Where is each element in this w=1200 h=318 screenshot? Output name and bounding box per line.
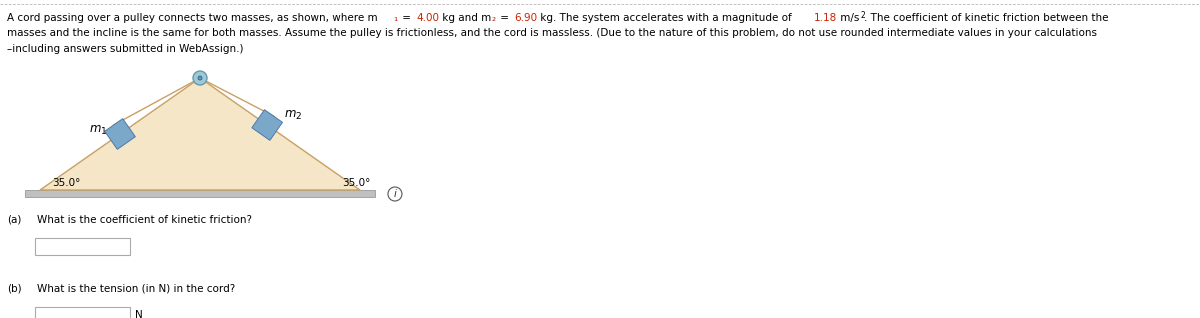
Text: m: m (90, 122, 102, 135)
Text: 35.0°: 35.0° (342, 178, 371, 188)
Text: What is the coefficient of kinetic friction?: What is the coefficient of kinetic frict… (37, 215, 252, 225)
Text: =: = (497, 13, 512, 23)
Text: 2: 2 (860, 11, 865, 20)
Text: 4.00: 4.00 (416, 13, 439, 23)
Text: 1: 1 (101, 128, 107, 136)
Bar (35, 307, 130, 318)
Text: . The coefficient of kinetic friction between the: . The coefficient of kinetic friction be… (864, 13, 1109, 23)
Text: masses and the incline is the same for both masses. Assume the pulley is frictio: masses and the incline is the same for b… (7, 29, 1097, 38)
Text: What is the tension (in N) in the cord?: What is the tension (in N) in the cord? (37, 284, 235, 294)
Text: ₂: ₂ (491, 13, 496, 23)
Bar (35, 238, 130, 255)
Circle shape (388, 187, 402, 201)
Text: kg and m: kg and m (439, 13, 492, 23)
Text: m/s: m/s (836, 13, 859, 23)
Polygon shape (252, 110, 282, 140)
Circle shape (193, 71, 208, 85)
Text: ₁: ₁ (394, 13, 397, 23)
Text: 35.0°: 35.0° (52, 178, 80, 188)
Text: (a): (a) (7, 215, 22, 225)
Circle shape (198, 76, 202, 80)
Text: i: i (394, 189, 396, 199)
Text: –including answers submitted in WebAssign.): –including answers submitted in WebAssig… (7, 44, 244, 54)
Text: A cord passing over a pulley connects two masses, as shown, where m: A cord passing over a pulley connects tw… (7, 13, 378, 23)
Text: kg. The system accelerates with a magnitude of: kg. The system accelerates with a magnit… (538, 13, 796, 23)
Text: (b): (b) (7, 284, 22, 294)
Text: =: = (398, 13, 414, 23)
Bar (25, 190, 374, 197)
Text: m: m (284, 107, 295, 120)
Text: N: N (134, 310, 143, 318)
Text: 1.18: 1.18 (814, 13, 838, 23)
Text: 2: 2 (295, 112, 301, 121)
Polygon shape (104, 119, 136, 149)
Text: 6.90: 6.90 (515, 13, 538, 23)
Polygon shape (40, 78, 360, 190)
